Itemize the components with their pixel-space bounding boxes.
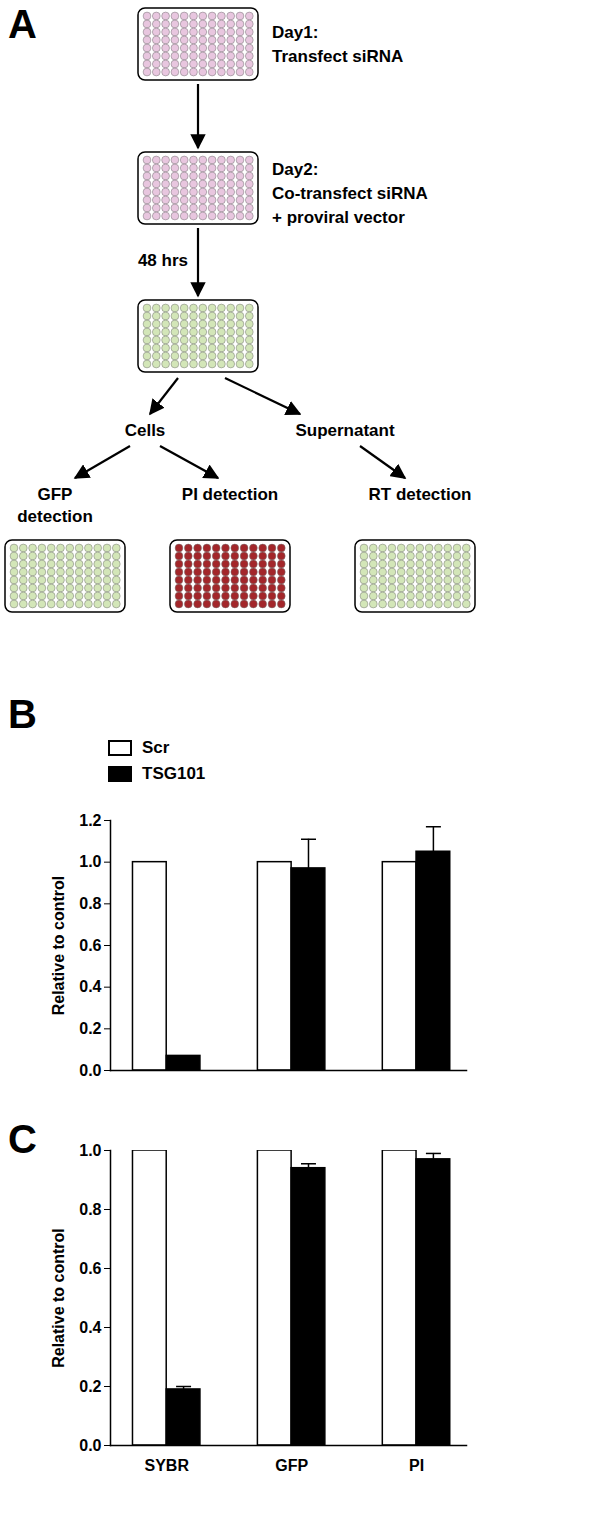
svg-text:0.6: 0.6 <box>79 937 101 954</box>
svg-text:Supernatant: Supernatant <box>295 421 395 440</box>
html-text:Scr: Scr <box>142 738 170 757</box>
html-text:TSG101: TSG101 <box>142 764 206 783</box>
html-text:A: A <box>8 2 37 46</box>
svg-text:48 hrs: 48 hrs <box>138 251 188 270</box>
html-text:B: B <box>8 692 37 736</box>
html-text:C: C <box>8 1117 37 1161</box>
svg-text:PI detection: PI detection <box>182 485 278 504</box>
svg-text:Cells: Cells <box>125 421 166 440</box>
svg-text:Transfect siRNA: Transfect siRNA <box>272 47 403 66</box>
svg-text:0.6: 0.6 <box>79 1260 101 1277</box>
svg-text:detection: detection <box>17 507 93 526</box>
svg-text:PI: PI <box>409 1457 424 1474</box>
svg-text:1.0: 1.0 <box>79 1142 101 1159</box>
svg-text:GFP: GFP <box>275 1457 308 1474</box>
svg-text:1.0: 1.0 <box>79 853 101 870</box>
svg-text:0.0: 0.0 <box>79 1437 101 1454</box>
svg-text:Relative to control: Relative to control <box>50 1228 67 1368</box>
svg-text:+ proviral vector: + proviral vector <box>272 208 405 227</box>
svg-text:0.8: 0.8 <box>79 895 101 912</box>
svg-text:0.8: 0.8 <box>79 1201 101 1218</box>
svg-text:SYBR: SYBR <box>144 1457 189 1474</box>
svg-text:Day1:: Day1: <box>272 23 318 42</box>
svg-text:Relative to control: Relative to control <box>50 876 67 1016</box>
svg-text:Co-transfect siRNA: Co-transfect siRNA <box>272 184 428 203</box>
svg-text:GFP: GFP <box>38 485 73 504</box>
svg-text:1.2: 1.2 <box>79 812 101 829</box>
svg-text:RT detection: RT detection <box>369 485 472 504</box>
svg-text:0.0: 0.0 <box>79 1062 101 1079</box>
svg-text:0.4: 0.4 <box>79 1319 101 1336</box>
svg-text:0.4: 0.4 <box>79 978 101 995</box>
svg-text:0.2: 0.2 <box>79 1378 101 1395</box>
svg-text:0.2: 0.2 <box>79 1020 101 1037</box>
svg-text:Day2:: Day2: <box>272 160 318 179</box>
